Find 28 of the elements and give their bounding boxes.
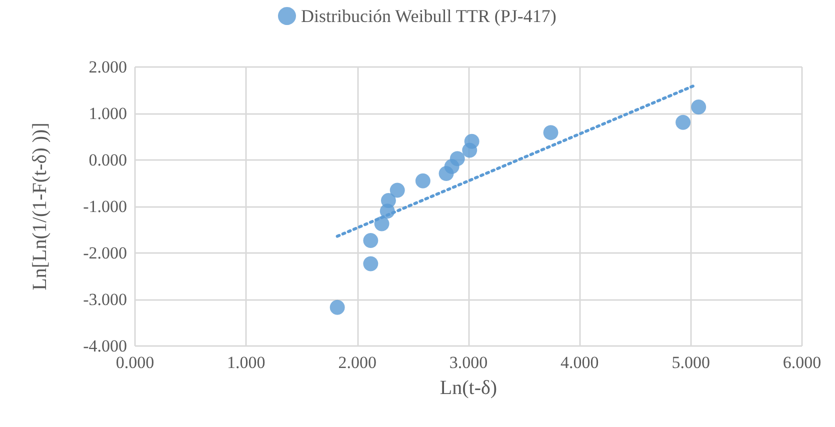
point bbox=[330, 300, 345, 315]
point bbox=[676, 114, 691, 130]
point bbox=[363, 256, 378, 272]
x-tick-label: 6.000 bbox=[782, 353, 822, 372]
point bbox=[363, 232, 378, 248]
y-tick-label: 1.000 bbox=[88, 104, 127, 123]
y-tick-label: 0.000 bbox=[88, 150, 127, 170]
point bbox=[543, 125, 558, 140]
x-tick-label: 5.000 bbox=[672, 353, 710, 372]
y-tick-label: -2.000 bbox=[83, 244, 127, 262]
x-tick-label: 3.000 bbox=[449, 353, 488, 372]
point bbox=[691, 99, 706, 114]
x-tick-label: 4.000 bbox=[560, 353, 599, 372]
x-axis-title: Ln(t-δ) bbox=[440, 377, 498, 399]
y-axis-title: Ln[Ln(1/(1-F(t-δ) ))] bbox=[29, 122, 51, 290]
point bbox=[390, 182, 405, 198]
x-tick-label: 0.000 bbox=[116, 353, 154, 372]
y-tick-label: 2.000 bbox=[88, 58, 127, 76]
point bbox=[450, 151, 465, 166]
x-tick-label: 2.000 bbox=[338, 353, 376, 372]
y-tick-label: -1.000 bbox=[83, 197, 127, 216]
x-tick-label: 1.000 bbox=[227, 353, 266, 372]
point bbox=[380, 192, 396, 208]
y-tick-label: -4.000 bbox=[83, 336, 127, 356]
legend-label: Distribución Weibull TTR (PJ-417) bbox=[300, 6, 556, 26]
y-tick-label: -3.000 bbox=[83, 290, 127, 309]
point bbox=[415, 173, 430, 188]
point bbox=[464, 134, 480, 149]
